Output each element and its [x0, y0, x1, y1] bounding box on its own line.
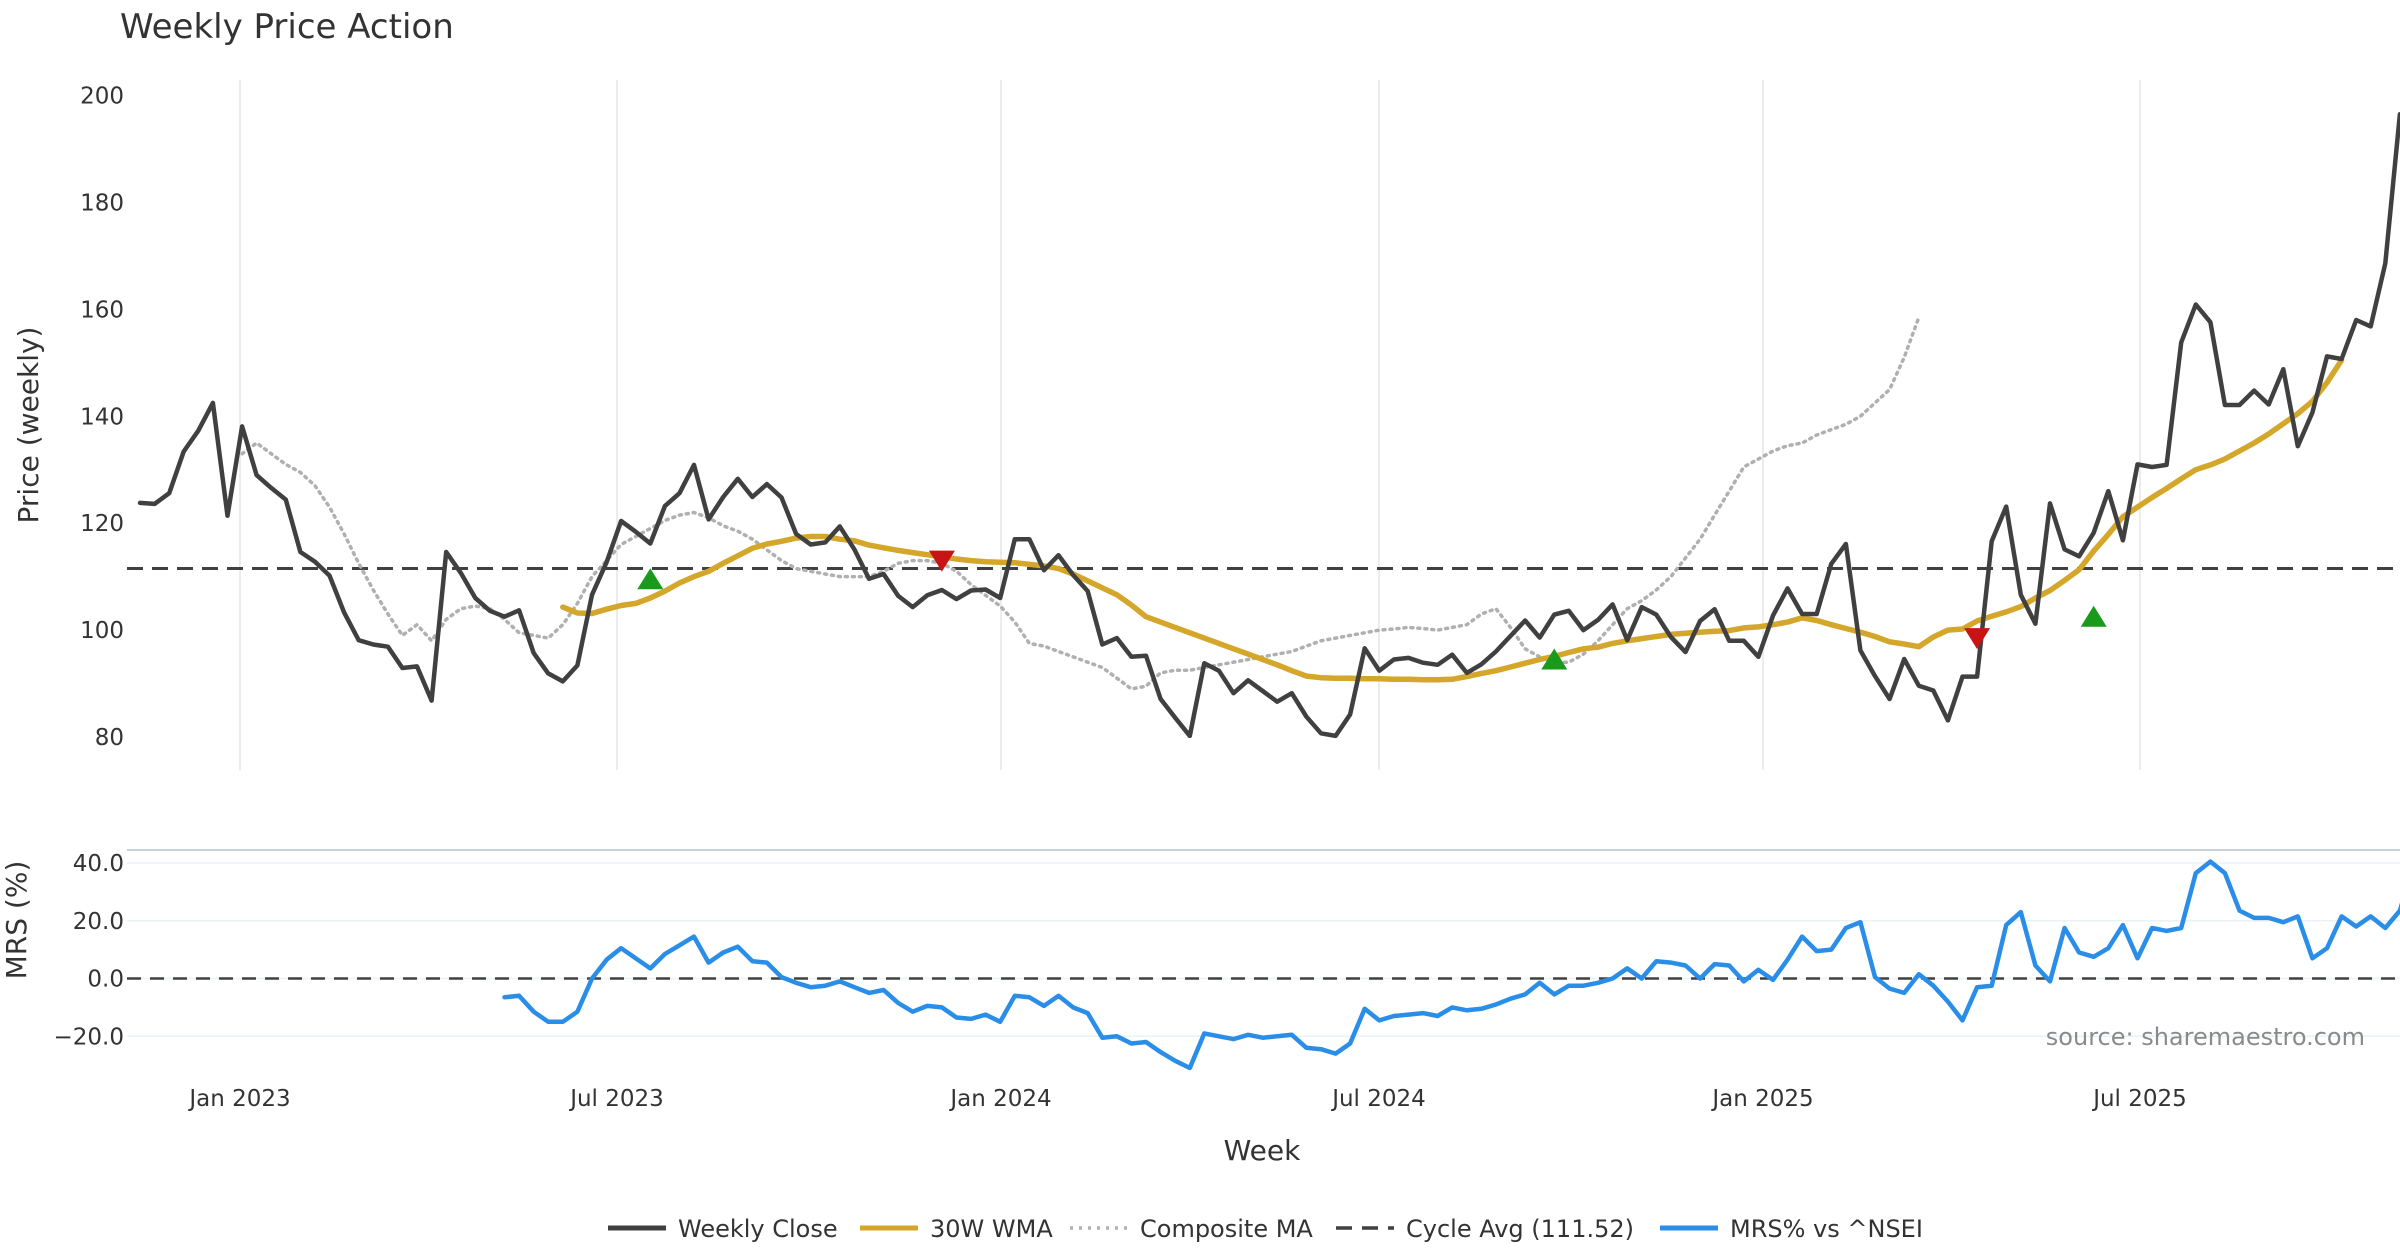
price-y-axis-title: Price (weekly)	[12, 327, 45, 524]
source-label: source: sharemaestro.com	[2046, 1023, 2365, 1051]
composite-ma-line	[240, 315, 1921, 691]
legend-item: Weekly Close	[608, 1215, 838, 1243]
wma-30w-line	[560, 357, 2345, 683]
buy-signal-marker	[1541, 648, 1568, 670]
legend-label: Composite MA	[1140, 1215, 1313, 1243]
mrs-tick-label: 0.0	[87, 967, 124, 993]
mrs-tick-label: 40.0	[73, 851, 124, 877]
legend-label: MRS% vs ^NSEI	[1730, 1215, 1923, 1243]
price-tick-label: 100	[80, 618, 124, 644]
sell-signal-marker	[928, 550, 955, 572]
x-tick-label: Jan 2024	[948, 1086, 1051, 1112]
chart-title: Weekly Price Action	[120, 7, 454, 47]
x-axis-title: Week	[1224, 1134, 1301, 1167]
legend-item: Cycle Avg (111.52)	[1336, 1215, 1634, 1243]
mrs-y-axis: −20.0 0.0 20.0 40.0	[54, 851, 124, 1050]
x-tick-label: Jan 2025	[1710, 1086, 1813, 1112]
legend-item: MRS% vs ^NSEI	[1660, 1215, 1923, 1243]
price-tick-label: 120	[80, 511, 124, 537]
legend-item: 30W WMA	[860, 1215, 1053, 1243]
reference-lines	[127, 566, 2400, 980]
x-tick-label: Jul 2025	[2091, 1086, 2187, 1112]
price-tick-label: 160	[80, 297, 124, 323]
series-layer	[137, 111, 2400, 1071]
price-y-axis: 80 100 120 140 160 180 200	[80, 84, 124, 752]
legend-label: Cycle Avg (111.52)	[1406, 1215, 1634, 1243]
price-tick-label: 200	[80, 84, 124, 110]
x-tick-label: Jan 2023	[187, 1086, 290, 1112]
weekly-close-line	[137, 111, 2400, 739]
signal-markers	[637, 550, 2107, 670]
mrs-tick-label: 20.0	[73, 909, 124, 935]
legend-label: 30W WMA	[930, 1215, 1053, 1243]
price-tick-label: 80	[95, 725, 124, 751]
legend-item: Composite MA	[1070, 1215, 1313, 1243]
grid-layer	[127, 80, 2400, 1037]
legend-label: Weekly Close	[678, 1215, 838, 1243]
buy-signal-marker	[637, 568, 664, 590]
price-tick-label: 140	[80, 404, 124, 430]
buy-signal-marker	[2080, 605, 2107, 627]
x-tick-label: Jul 2023	[568, 1086, 664, 1112]
legend: Weekly Close 30W WMA Composite MA Cycle Avg…	[608, 1215, 1923, 1243]
x-tick-label: Jul 2024	[1330, 1086, 1426, 1112]
x-axis: Jan 2023 Jul 2023 Jan 2024 Jul 2024 Jan 2025…	[187, 1086, 2186, 1112]
sell-signal-marker	[1964, 628, 1991, 650]
mrs-tick-label: −20.0	[54, 1024, 124, 1050]
price-tick-label: 180	[80, 190, 124, 216]
mrs-y-axis-title: MRS (%)	[0, 861, 33, 980]
mrs-line	[502, 859, 2400, 1071]
